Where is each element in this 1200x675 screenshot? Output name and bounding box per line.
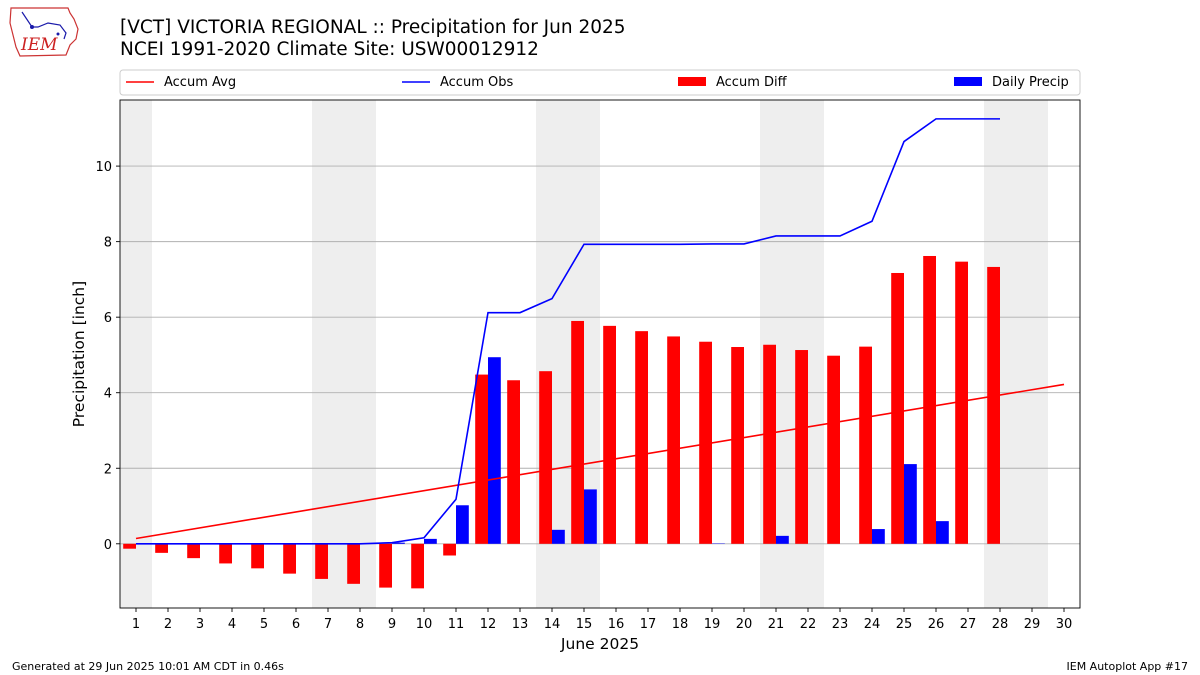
accum-diff-bar-25 bbox=[891, 272, 904, 544]
chart-title: [VCT] VICTORIA REGIONAL :: Precipitation… bbox=[120, 17, 626, 38]
legend: Accum Avg Accum Obs Accum Diff Daily Precip bbox=[119, 69, 1081, 96]
accum-diff-bar-4 bbox=[219, 543, 232, 564]
x-tick-label-15: 15 bbox=[576, 617, 593, 632]
y-tick-label-6: 6 bbox=[104, 311, 112, 326]
x-tick-label-11: 11 bbox=[448, 617, 465, 632]
accum-diff-bar-26 bbox=[923, 255, 936, 544]
x-tick-label-5: 5 bbox=[260, 617, 268, 632]
accum-diff-bar-15 bbox=[571, 320, 584, 544]
accum-obs-line bbox=[136, 118, 1000, 545]
accum-diff-bar-14 bbox=[539, 371, 552, 544]
accum-diff-bar-27 bbox=[955, 261, 968, 544]
x-tick-label-27: 27 bbox=[960, 617, 977, 632]
x-tick-label-25: 25 bbox=[896, 617, 913, 632]
x-tick-label-24: 24 bbox=[864, 617, 881, 632]
accum-diff-bar-1 bbox=[123, 543, 136, 549]
x-tick-label-17: 17 bbox=[640, 617, 657, 632]
footer-generated: Generated at 29 Jun 2025 10:01 AM CDT in… bbox=[12, 660, 284, 673]
y-tick-label-8: 8 bbox=[104, 236, 112, 251]
legend-swatch-daily-precip bbox=[954, 77, 982, 86]
accum-diff-bar-7 bbox=[315, 543, 328, 579]
iem-logo: IEM bbox=[9, 7, 79, 57]
daily-precip-bar-9 bbox=[392, 542, 405, 544]
x-tick-label-22: 22 bbox=[800, 617, 817, 632]
y-tick-label-0: 0 bbox=[104, 538, 112, 553]
accum-diff-bar-5 bbox=[251, 543, 264, 569]
daily-precip-bar-12 bbox=[488, 357, 501, 544]
y-tick-label-4: 4 bbox=[104, 387, 112, 402]
accum-diff-bar-23 bbox=[827, 355, 840, 544]
legend-label-daily-precip: Daily Precip bbox=[992, 75, 1069, 90]
daily-precip-bar-10 bbox=[424, 538, 437, 544]
x-tick-label-29: 29 bbox=[1024, 617, 1041, 632]
x-tick-label-28: 28 bbox=[992, 617, 1009, 632]
x-tick-label-26: 26 bbox=[928, 617, 945, 632]
x-tick-label-4: 4 bbox=[228, 617, 236, 632]
daily-precip-bar-21 bbox=[776, 535, 789, 544]
x-tick-label-9: 9 bbox=[388, 617, 396, 632]
legend-label-accum-diff: Accum Diff bbox=[716, 75, 788, 90]
x-tick-label-23: 23 bbox=[832, 617, 849, 632]
x-tick-label-30: 30 bbox=[1056, 617, 1073, 632]
accum-diff-bar-12 bbox=[475, 374, 488, 544]
accum-diff-bar-13 bbox=[507, 380, 520, 544]
weekend-band-0 bbox=[120, 100, 152, 608]
accum-diff-bar-6 bbox=[283, 543, 296, 574]
accum-diff-bar-17 bbox=[635, 331, 648, 544]
x-tick-label-19: 19 bbox=[704, 617, 721, 632]
x-tick-label-8: 8 bbox=[356, 617, 364, 632]
x-tick-label-18: 18 bbox=[672, 617, 689, 632]
accum-diff-bar-2 bbox=[155, 543, 168, 553]
legend-label-accum-obs: Accum Obs bbox=[440, 75, 513, 90]
accum-diff-bar-3 bbox=[187, 543, 200, 559]
accum-diff-bar-18 bbox=[667, 336, 680, 544]
x-tick-label-3: 3 bbox=[196, 617, 204, 632]
y-tick-label-2: 2 bbox=[104, 462, 112, 477]
accum-diff-bar-10 bbox=[411, 543, 424, 589]
accum-diff-bar-9 bbox=[379, 543, 392, 588]
x-tick-label-6: 6 bbox=[292, 617, 300, 632]
accum-avg-line bbox=[135, 383, 1065, 540]
y-axis-label: Precipitation [inch] bbox=[70, 281, 88, 427]
x-tick-label-1: 1 bbox=[132, 617, 140, 632]
x-tick-label-10: 10 bbox=[416, 617, 433, 632]
chart-subtitle: NCEI 1991-2020 Climate Site: USW00012912 bbox=[120, 39, 539, 60]
accum-diff-bar-21 bbox=[763, 344, 776, 544]
legend-box bbox=[119, 69, 1081, 96]
legend-label-accum-avg: Accum Avg bbox=[164, 75, 236, 90]
x-tick-label-7: 7 bbox=[324, 617, 332, 632]
daily-precip-bar-14 bbox=[552, 529, 565, 544]
legend-swatch-accum-diff bbox=[678, 77, 706, 86]
weekend-band-1 bbox=[312, 100, 376, 608]
accum-diff-bar-24 bbox=[859, 346, 872, 544]
logo-text: IEM bbox=[20, 35, 58, 55]
x-tick-label-20: 20 bbox=[736, 617, 753, 632]
x-tick-label-12: 12 bbox=[480, 617, 497, 632]
daily-precip-bar-26 bbox=[936, 521, 949, 544]
y-tick-label-10: 10 bbox=[95, 160, 112, 175]
plot-frame bbox=[119, 99, 1081, 609]
accum-diff-bar-22 bbox=[795, 350, 808, 544]
daily-precip-bar-11 bbox=[456, 505, 469, 544]
x-tick-label-21: 21 bbox=[768, 617, 785, 632]
daily-precip-bar-24 bbox=[872, 529, 885, 544]
x-tick-label-13: 13 bbox=[512, 617, 529, 632]
x-tick-label-16: 16 bbox=[608, 617, 625, 632]
accum-diff-bar-11 bbox=[443, 543, 456, 556]
footer-app: IEM Autoplot App #17 bbox=[1066, 660, 1189, 673]
accum-diff-bar-28 bbox=[987, 266, 1000, 544]
x-tick-label-2: 2 bbox=[164, 617, 172, 632]
accum-diff-bar-8 bbox=[347, 543, 360, 584]
daily-precip-bar-15 bbox=[584, 489, 597, 544]
accum-diff-bar-19 bbox=[699, 341, 712, 544]
x-tick-label-14: 14 bbox=[544, 617, 561, 632]
daily-precip-bar-25 bbox=[904, 464, 917, 544]
accum-diff-bar-20 bbox=[731, 347, 744, 544]
accum-diff-bar-16 bbox=[603, 325, 616, 544]
x-axis-label: June 2025 bbox=[560, 635, 639, 653]
